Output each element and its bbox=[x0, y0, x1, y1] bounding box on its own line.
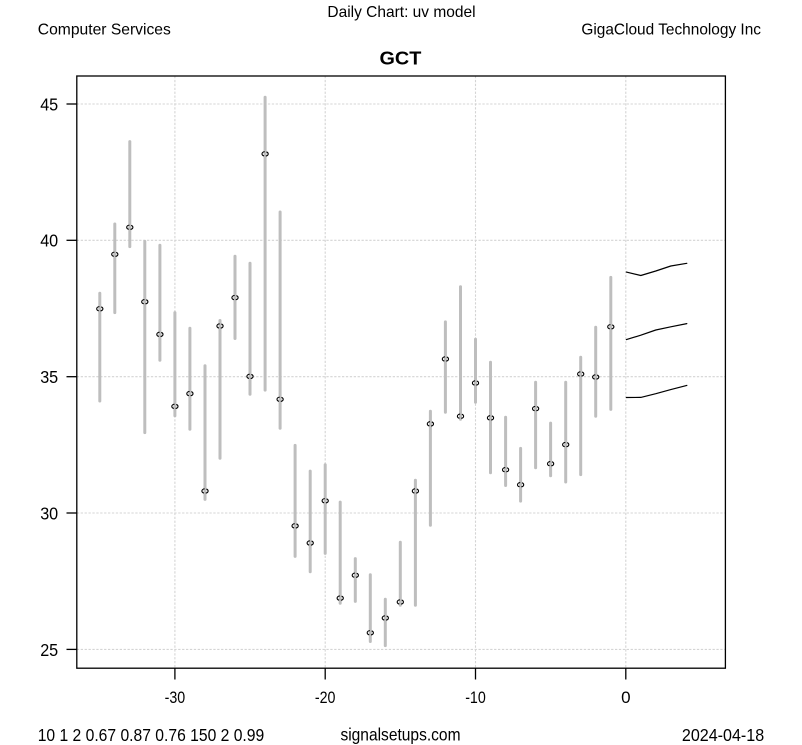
svg-text:40: 40 bbox=[40, 231, 58, 251]
svg-text:35: 35 bbox=[40, 367, 58, 387]
svg-text:Daily Chart: uv model: Daily Chart: uv model bbox=[327, 4, 475, 21]
svg-text:25: 25 bbox=[40, 640, 58, 660]
svg-text:0: 0 bbox=[621, 688, 630, 707]
svg-text:2024-04-18: 2024-04-18 bbox=[682, 725, 764, 745]
svg-text:GigaCloud Technology Inc: GigaCloud Technology Inc bbox=[581, 21, 761, 38]
svg-text:-30: -30 bbox=[165, 688, 186, 707]
svg-text:GCT: GCT bbox=[380, 49, 422, 69]
svg-text:Computer Services: Computer Services bbox=[38, 21, 171, 38]
svg-text:-10: -10 bbox=[465, 688, 486, 707]
svg-text:45: 45 bbox=[40, 94, 58, 114]
svg-text:30: 30 bbox=[40, 503, 58, 523]
svg-text:-20: -20 bbox=[315, 688, 336, 707]
svg-text:signalsetups.com: signalsetups.com bbox=[340, 724, 460, 744]
svg-text:10 1 2 0.67 0.87 0.76 150 2 0.: 10 1 2 0.67 0.87 0.76 150 2 0.99 bbox=[38, 725, 265, 745]
